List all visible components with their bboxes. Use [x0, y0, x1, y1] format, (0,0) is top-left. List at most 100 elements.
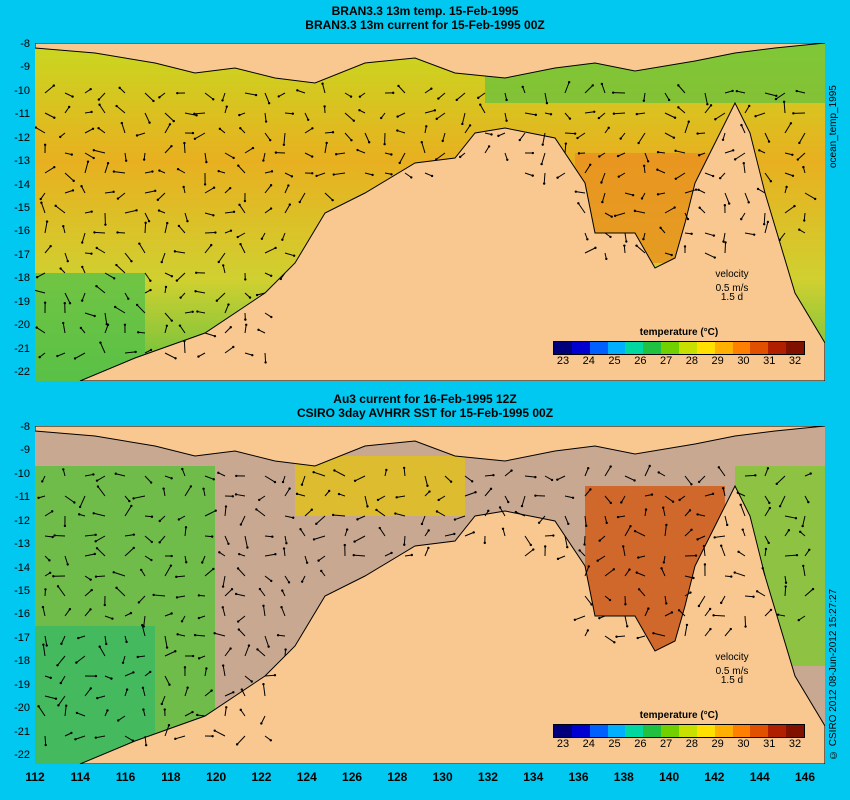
current-arrow-head — [132, 533, 136, 536]
current-arrow-head — [44, 588, 47, 591]
current-arrow-head — [45, 644, 48, 647]
current-arrow-head — [56, 354, 59, 358]
current-arrow — [124, 735, 134, 742]
legend-swatch — [589, 725, 608, 737]
current-arrow-head — [331, 198, 334, 202]
current-arrow — [42, 606, 46, 617]
current-arrow-head — [801, 524, 804, 528]
current-arrow-head — [678, 498, 681, 502]
current-arrow-head — [193, 112, 196, 116]
lat-tick-label: -12 — [14, 514, 30, 527]
current-arrow-head — [514, 510, 518, 514]
current-arrow — [264, 674, 275, 677]
current-arrow — [604, 466, 612, 477]
current-arrow-head — [768, 501, 771, 505]
current-arrow-head — [162, 487, 165, 490]
current-arrow — [636, 245, 646, 254]
current-arrow — [764, 132, 770, 142]
current-arrow-head — [505, 98, 508, 102]
land-australia — [79, 101, 825, 381]
current-arrow-head — [331, 131, 335, 134]
current-arrow-head — [662, 506, 665, 509]
current-arrow-head — [176, 167, 180, 171]
current-arrow — [144, 222, 147, 234]
legend-swatch — [732, 725, 751, 737]
current-arrow — [704, 172, 714, 177]
current-arrow — [240, 515, 246, 525]
legend-swatch — [679, 342, 697, 354]
current-arrow-head — [121, 661, 125, 664]
current-arrow — [195, 290, 206, 294]
current-arrow-head — [537, 521, 541, 524]
current-arrow — [116, 105, 126, 114]
current-arrow-head — [597, 116, 601, 120]
current-arrow-head — [158, 169, 161, 172]
current-arrow — [237, 568, 246, 577]
current-arrow-head — [269, 138, 272, 142]
current-arrow — [664, 612, 673, 617]
current-arrow-head — [350, 138, 353, 142]
current-arrow-head — [218, 127, 222, 131]
current-arrows — [35, 81, 817, 364]
current-arrow — [84, 152, 94, 159]
current-arrow-head — [690, 483, 693, 486]
current-arrow-head — [596, 559, 599, 562]
lat-tick-label: -12 — [14, 131, 30, 144]
current-arrow-head — [637, 556, 640, 559]
current-arrow — [281, 607, 286, 617]
current-arrow-head — [808, 548, 811, 551]
current-arrow-head — [217, 260, 220, 264]
current-arrow-head — [761, 567, 764, 570]
current-arrow-head — [236, 567, 240, 570]
current-arrow — [81, 232, 86, 243]
current-arrow-head — [221, 585, 225, 588]
current-arrow-head — [239, 523, 243, 526]
current-arrow-head — [285, 541, 288, 545]
current-arrow-head — [251, 146, 255, 150]
current-arrow-head — [798, 141, 801, 145]
current-arrow-head — [461, 122, 464, 126]
current-arrow — [144, 272, 151, 282]
lat-tick-label: -9 — [20, 444, 30, 457]
current-arrow — [464, 531, 474, 537]
current-arrow-head — [566, 545, 569, 549]
legend-tick-label: 23 — [556, 738, 570, 750]
current-arrow-head — [620, 501, 623, 504]
legend-swatch — [554, 342, 572, 354]
current-arrow-head — [573, 618, 577, 622]
current-arrow-head — [152, 99, 155, 103]
current-arrow-head — [472, 531, 475, 534]
current-arrow — [235, 493, 246, 497]
current-arrow — [399, 152, 406, 164]
current-arrow — [403, 535, 406, 545]
current-arrow-head — [244, 278, 247, 281]
current-arrow — [95, 575, 106, 578]
current-arrow-head — [696, 513, 699, 516]
lon-tick-label: 116 — [115, 770, 136, 784]
current-arrow — [364, 132, 370, 143]
current-arrow-head — [300, 580, 304, 583]
current-arrow-head — [712, 614, 715, 617]
current-arrow-head — [57, 704, 60, 707]
current-arrow — [264, 535, 273, 538]
current-arrow-head — [774, 97, 778, 101]
current-arrow-head — [437, 97, 440, 100]
current-arrow — [324, 192, 333, 201]
current-arrow-head — [733, 158, 737, 161]
current-arrow-head — [687, 120, 690, 123]
current-arrow — [424, 109, 436, 114]
current-arrow-head — [719, 601, 723, 605]
current-arrow-head — [53, 165, 56, 169]
current-arrow — [775, 92, 786, 100]
current-arrow — [204, 475, 214, 480]
current-arrow-head — [608, 598, 612, 602]
legend-swatch — [750, 725, 769, 737]
current-arrow — [264, 553, 276, 557]
current-arrow — [184, 212, 188, 222]
current-arrow — [164, 635, 168, 648]
current-arrow-head — [298, 200, 301, 204]
current-arrow-head — [754, 115, 757, 118]
current-arrow-head — [211, 734, 214, 738]
current-arrow-head — [98, 103, 101, 106]
current-arrow — [521, 495, 526, 507]
